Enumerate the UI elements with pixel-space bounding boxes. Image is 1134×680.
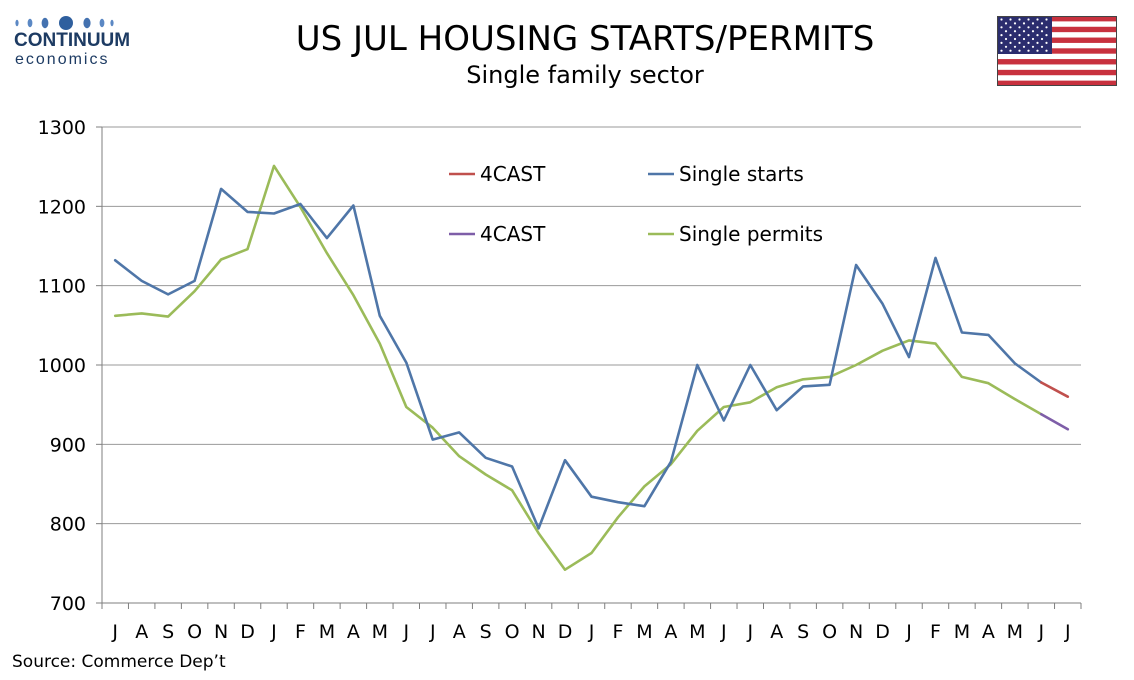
series-line-single-permits (113, 164, 1043, 572)
x-tick-label: M (636, 621, 652, 643)
y-tick-labels: 700 800 900 1000 1100 1200 1300 (38, 117, 86, 615)
x-tick-label: J (429, 621, 436, 643)
series-line-single-starts (113, 187, 1043, 530)
x-tick-label: J (1038, 621, 1045, 643)
x-tick-label: N (849, 621, 863, 643)
x-tick-label: F (295, 621, 306, 643)
x-tick-label: A (664, 621, 677, 643)
legend-item: 4CAST (449, 222, 546, 246)
x-tick-label: M (689, 621, 705, 643)
x-tick-label: A (135, 621, 148, 643)
x-tick-label: F (612, 621, 623, 643)
us-flag-icon (997, 16, 1117, 86)
x-tick-label: O (187, 621, 202, 643)
x-tick-label: A (347, 621, 360, 643)
y-tick-label: 1300 (38, 117, 86, 139)
x-tick-label: N (531, 621, 545, 643)
legend-item: Single permits (648, 222, 823, 246)
chart-subtitle: Single family sector (466, 61, 704, 89)
legend-label: Single starts (679, 162, 804, 186)
y-tick-label: 1100 (38, 276, 86, 298)
legend-label: 4CAST (480, 222, 546, 246)
axes (96, 126, 1082, 609)
series-line-4cast (1040, 381, 1070, 399)
legend-item: Single starts (648, 162, 804, 186)
x-tick-label: J (720, 621, 727, 643)
series-lines (113, 164, 1070, 572)
x-tick-label: A (770, 621, 783, 643)
x-tick-label: N (214, 621, 228, 643)
x-tick-label: J (402, 621, 409, 643)
x-tick-label: S (480, 621, 492, 643)
x-tick-label: J (746, 621, 753, 643)
x-tick-label: M (1007, 621, 1023, 643)
x-tick-label: S (162, 621, 174, 643)
x-tick-label: A (453, 621, 466, 643)
x-tick-label: O (822, 621, 837, 643)
x-tick-label: D (875, 621, 890, 643)
y-tick-label: 1000 (38, 355, 86, 377)
x-tick-label: J (905, 621, 912, 643)
gridlines (102, 126, 1081, 525)
x-tick-label: D (558, 621, 573, 643)
x-tick-label: J (111, 621, 118, 643)
x-tick-label: M (372, 621, 388, 643)
logo-subtitle: economics (15, 51, 110, 68)
legend-label: Single permits (679, 222, 823, 246)
chart-title: US JUL HOUSING STARTS/PERMITS (295, 19, 875, 59)
y-tick-label: 900 (50, 434, 86, 456)
x-tick-label: A (982, 621, 995, 643)
legend-label: 4CAST (480, 162, 546, 186)
x-tick-label: S (797, 621, 809, 643)
x-tick-label: F (930, 621, 941, 643)
y-tick-label: 800 (50, 514, 86, 536)
y-tick-label: 1200 (38, 196, 86, 218)
legend: 4CAST Single starts 4CAST Single permits (449, 162, 823, 246)
x-tick-label: M (319, 621, 335, 643)
x-tick-label: O (505, 621, 520, 643)
y-tick-label: 700 (50, 593, 86, 615)
x-tick-label: D (240, 621, 255, 643)
continuum-logo: CONTINUUM economics (14, 14, 144, 68)
x-tick-label: J (588, 621, 595, 643)
series-line-4cast (1040, 412, 1070, 431)
logo-name: CONTINUUM (14, 30, 131, 51)
logo-dots-icon (14, 14, 144, 30)
source-note: Source: Commerce Dep’t (12, 652, 226, 672)
x-tick-label: M (954, 621, 970, 643)
x-tick-label: J (270, 621, 277, 643)
legend-item: 4CAST (449, 162, 546, 186)
x-tick-label: J (1064, 621, 1071, 643)
